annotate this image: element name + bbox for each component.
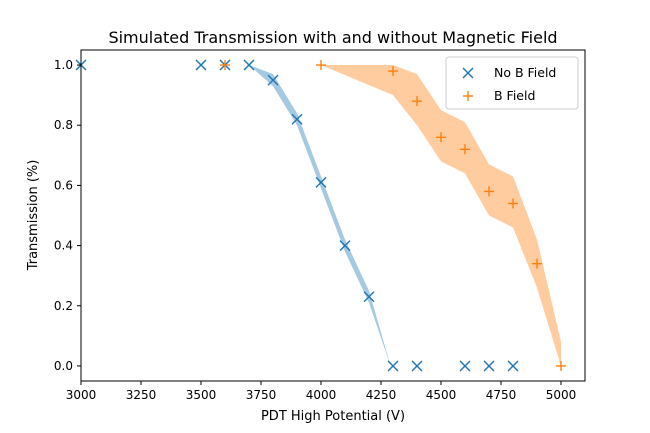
plot-frame [80, 49, 586, 382]
y-axis-ticks: 0.0 0.2 0.4 0.6 0.8 1.0 [54, 58, 81, 373]
point-no-b-field [195, 59, 207, 71]
point-b-field [484, 186, 494, 197]
x-tick-label: 3000 [66, 388, 97, 402]
x-tick-label: 3750 [246, 388, 277, 402]
y-tick-label: 0.0 [54, 359, 73, 373]
y-tick-label: 1.0 [54, 58, 73, 72]
point-b-field [316, 60, 326, 71]
band-b-field [321, 65, 561, 366]
point-b-field [460, 144, 470, 155]
point-no-b-field [507, 360, 519, 372]
legend: No B Field B Field [445, 56, 579, 110]
point-no-b-field [243, 59, 255, 71]
x-tick-label: 4500 [426, 388, 457, 402]
y-tick-label: 0.4 [54, 239, 73, 253]
x-axis-ticks: 3000 3250 3500 3750 4000 4250 4500 4750 5000 [66, 381, 577, 402]
y-tick-label: 0.8 [54, 118, 73, 132]
x-tick-label: 4000 [306, 388, 337, 402]
y-axis-label: Transmission (%) [26, 160, 41, 272]
point-no-b-field [267, 74, 279, 86]
legend-label-b-field: B Field [494, 88, 535, 103]
point-no-b-field [339, 240, 351, 252]
point-b-field [436, 132, 446, 143]
point-b-field [508, 198, 518, 209]
point-b-field [556, 360, 566, 371]
data-markers [75, 59, 566, 372]
legend-marker-icon [463, 91, 473, 101]
y-tick-label: 0.6 [54, 178, 73, 192]
legend-box [445, 56, 579, 110]
legend-marker-b-field [463, 91, 473, 101]
uncertainty-bands [249, 65, 561, 366]
x-tick-label: 3250 [126, 388, 157, 402]
x-tick-label: 3500 [186, 388, 217, 402]
band-no-b-field [249, 65, 391, 366]
point-no-b-field [291, 113, 303, 125]
point-b-field [220, 60, 230, 71]
point-no-b-field [483, 360, 495, 372]
x-axis-label: PDT High Potential (V) [261, 409, 405, 424]
legend-marker-icon [462, 67, 474, 79]
point-b-field [412, 96, 422, 107]
legend-label-no-b-field: No B Field [494, 65, 556, 80]
legend-marker-no-b-field [462, 67, 474, 79]
point-no-b-field [387, 360, 399, 372]
point-no-b-field [315, 176, 327, 188]
point-no-b-field [363, 291, 375, 303]
x-tick-label: 5000 [546, 388, 577, 402]
x-tick-label: 4750 [486, 388, 517, 402]
point-b-field [532, 258, 542, 269]
point-no-b-field [411, 360, 423, 372]
x-tick-label: 4250 [366, 388, 397, 402]
point-b-field [388, 66, 398, 77]
point-no-b-field [459, 360, 471, 372]
chart-title: Simulated Transmission with and without … [108, 28, 557, 47]
y-tick-label: 0.2 [54, 299, 73, 313]
